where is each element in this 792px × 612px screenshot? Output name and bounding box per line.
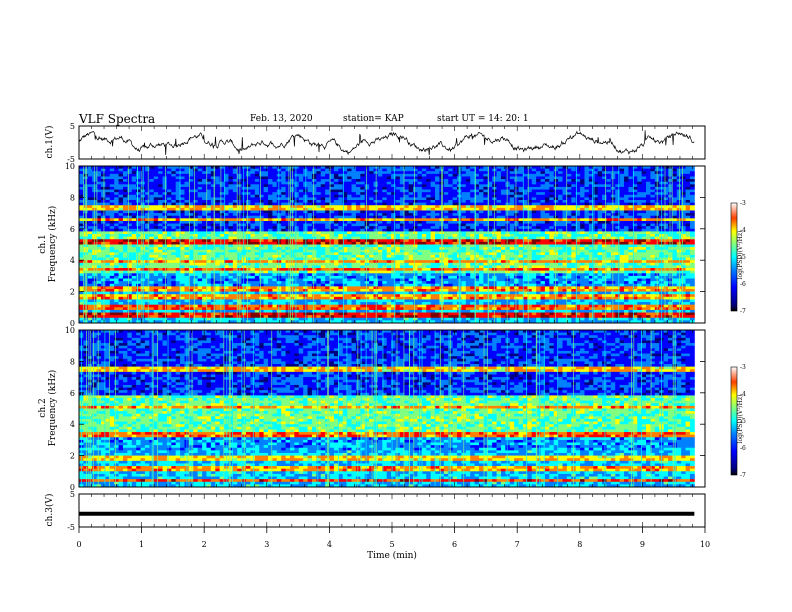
ch3-waveform-panel: 5 -5 <box>67 490 706 532</box>
y-tick-label: 5 <box>70 122 75 131</box>
x-tick-label: 2 <box>202 540 207 549</box>
colorbar-tick-label: -4 <box>740 391 746 398</box>
x-tick-label: 4 <box>327 540 332 549</box>
y-tick-label: 4 <box>70 256 75 265</box>
x-tick-label: 3 <box>264 540 269 549</box>
date-label: Feb. 13, 2020 <box>250 114 313 124</box>
colorbar-tick-label: -7 <box>740 308 746 315</box>
ch2-spectrogram-panel: 0 2 4 6 8 10 <box>65 326 706 492</box>
y-tick-label: 8 <box>70 193 75 202</box>
ch1-colorbar: log(PSD)(V²/Hz) -3 -4 -5 -6 -7 <box>730 200 746 315</box>
ch2-spectrogram-ylabel: ch.2Frequency (kHz) <box>38 370 58 447</box>
ch1-spectrogram-ylabel: ch.1Frequency (kHz) <box>38 206 58 283</box>
x-tick-label: 1 <box>139 540 144 549</box>
x-tick-label: 8 <box>577 540 582 549</box>
ch1-spectrogram-panel: 0 2 4 6 8 10 <box>65 162 706 328</box>
colorbar-tick-label: -7 <box>740 472 746 479</box>
x-tick-label: 9 <box>640 540 645 549</box>
y-tick-label: 0 <box>70 319 75 328</box>
start-time-label: start UT = 14: 20: 1 <box>437 114 529 124</box>
x-tick-label: 0 <box>76 540 81 549</box>
y-tick-label: 0 <box>70 483 75 492</box>
x-tick-label: 6 <box>452 540 457 549</box>
colorbar-tick-label: -5 <box>740 254 746 261</box>
y-tick-label: 10 <box>65 326 75 335</box>
y-tick-label: 5 <box>70 490 75 499</box>
x-axis-label: Time (min) <box>367 550 417 561</box>
colorbar-tick-label: -5 <box>740 418 746 425</box>
station-label: station= KAP <box>343 114 404 124</box>
y-tick-label: 8 <box>70 357 75 366</box>
x-tick-label: 5 <box>389 540 394 549</box>
spectrogram-cells <box>79 166 695 324</box>
ch2-colorbar-label: log(PSD)(V²/Hz) <box>737 395 744 444</box>
x-tick-label: 10 <box>700 540 710 549</box>
ch2-colorbar-gradient <box>730 366 738 476</box>
colorbar-tick-label: -4 <box>740 227 746 234</box>
y-tick-label: 2 <box>70 288 75 297</box>
figure-title: VLF Spectra <box>79 112 156 126</box>
ch1-voltage-label: ch.1(V) <box>44 126 55 159</box>
ch1-colorbar-gradient <box>730 202 738 312</box>
ch1-waveform-line <box>78 130 695 156</box>
y-tick-label: 10 <box>65 162 75 171</box>
spectrogram-cells <box>79 330 695 488</box>
y-tick-label: 2 <box>70 452 75 461</box>
time-axis: 0 1 2 3 4 5 6 7 8 9 10 <box>76 527 710 549</box>
y-tick-label: 4 <box>70 420 75 429</box>
ch1-colorbar-label: log(PSD)(V²/Hz) <box>737 231 744 280</box>
y-tick-label: -5 <box>67 155 75 164</box>
y-tick-label: -5 <box>67 523 75 532</box>
ch2-colorbar: log(PSD)(V²/Hz) -3 -4 -5 -6 -7 <box>730 364 746 479</box>
ch3-voltage-label: ch.3(V) <box>44 494 55 527</box>
colorbar-tick-label: -3 <box>740 200 746 207</box>
colorbar-tick-label: -6 <box>740 445 746 452</box>
ch1-waveform-panel: 5 -5 <box>67 122 706 164</box>
colorbar-tick-label: -6 <box>740 281 746 288</box>
y-tick-label: 6 <box>70 389 75 398</box>
x-tick-label: 7 <box>515 540 520 549</box>
y-tick-label: 6 <box>70 225 75 234</box>
colorbar-tick-label: -3 <box>740 364 746 371</box>
